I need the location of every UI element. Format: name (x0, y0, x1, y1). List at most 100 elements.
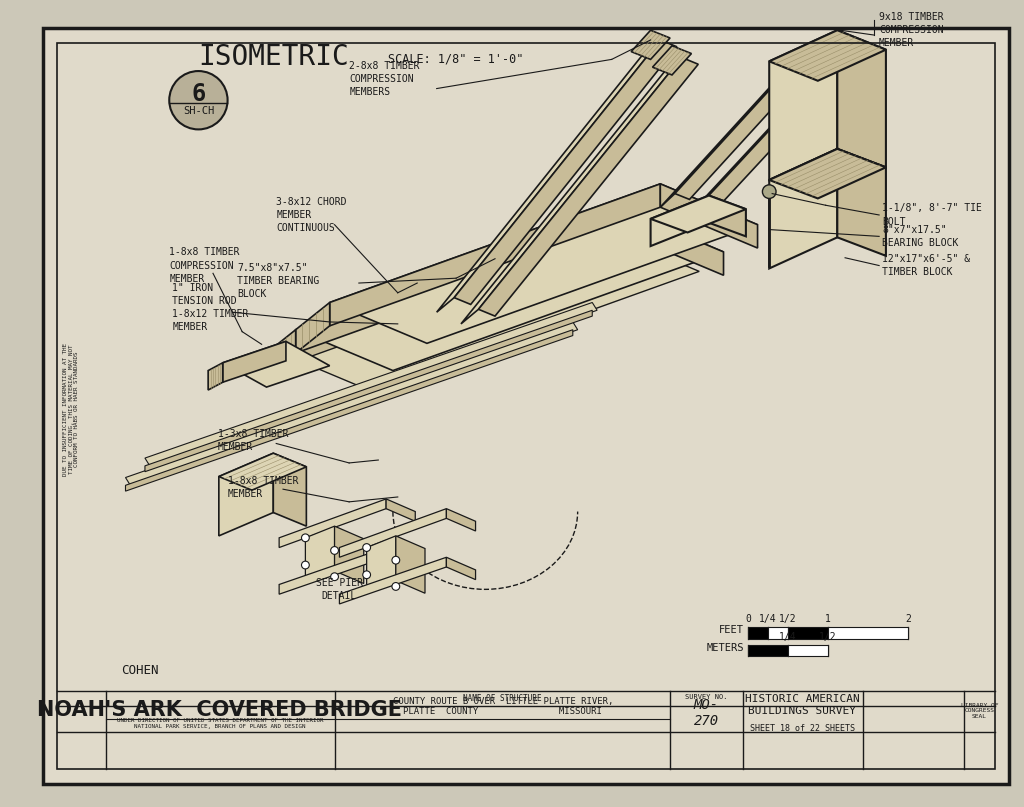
Bar (787, 627, 828, 639)
Text: 1: 1 (825, 614, 831, 625)
Polygon shape (273, 454, 306, 526)
Text: METERS: METERS (707, 642, 744, 653)
Polygon shape (709, 195, 745, 236)
Text: LIBRARY OF
CONGRESS
SEAL: LIBRARY OF CONGRESS SEAL (961, 703, 998, 719)
Text: 3-8x12 CHORD
MEMBER
CONTINUOUS: 3-8x12 CHORD MEMBER CONTINUOUS (276, 197, 347, 233)
Polygon shape (280, 499, 386, 547)
Polygon shape (339, 508, 446, 558)
Polygon shape (680, 90, 806, 224)
Polygon shape (296, 303, 330, 353)
Text: SCALE: 1/8" = 1'-0": SCALE: 1/8" = 1'-0" (388, 53, 523, 66)
Polygon shape (769, 148, 886, 199)
Text: 7.5"x8"x7.5"
TIMBER BEARING
BLOCK: 7.5"x8"x7.5" TIMBER BEARING BLOCK (238, 263, 319, 299)
Polygon shape (838, 30, 886, 167)
Text: COHEN: COHEN (121, 664, 158, 677)
Text: 1" IRON
TENSION ROD
1-8x12 TIMBER
MEMBER: 1" IRON TENSION ROD 1-8x12 TIMBER MEMBER (172, 282, 249, 332)
Circle shape (301, 534, 309, 541)
Polygon shape (280, 547, 386, 594)
Text: ISOMETRIC: ISOMETRIC (199, 44, 349, 72)
Polygon shape (330, 184, 660, 326)
Polygon shape (838, 148, 886, 256)
Polygon shape (223, 341, 330, 387)
Bar (768, 627, 787, 639)
Text: DUE TO INSUFFICIENT INFORMATION AT THE
TIME OF CODING, THIS MATERIAL MAY NOT
CON: DUE TO INSUFFICIENT INFORMATION AT THE T… (62, 343, 79, 476)
Polygon shape (219, 454, 306, 490)
Circle shape (169, 71, 227, 129)
Circle shape (763, 185, 776, 199)
Text: 0: 0 (744, 614, 751, 625)
Text: 1/4: 1/4 (759, 614, 776, 625)
Text: 12"x17"x6'-5" &
TIMBER BLOCK: 12"x17"x6'-5" & TIMBER BLOCK (882, 254, 970, 277)
Text: 1/4: 1/4 (779, 632, 797, 642)
Text: 1/2: 1/2 (779, 614, 797, 625)
Polygon shape (305, 526, 335, 583)
Text: SH-CH: SH-CH (183, 106, 214, 116)
Polygon shape (455, 40, 677, 304)
Text: 2: 2 (905, 614, 911, 625)
Polygon shape (126, 330, 572, 491)
Polygon shape (396, 536, 425, 593)
Polygon shape (223, 341, 286, 383)
Circle shape (392, 556, 399, 564)
Polygon shape (660, 71, 786, 207)
Polygon shape (650, 195, 745, 232)
Polygon shape (386, 547, 416, 570)
Polygon shape (631, 30, 670, 60)
Text: FEET: FEET (719, 625, 744, 635)
Polygon shape (271, 330, 296, 370)
Polygon shape (339, 558, 446, 604)
Polygon shape (330, 184, 758, 343)
Polygon shape (145, 310, 592, 472)
Polygon shape (367, 536, 396, 592)
Circle shape (392, 583, 399, 591)
Text: HISTORIC AMERICAN
BUILDINGS SURVEY: HISTORIC AMERICAN BUILDINGS SURVEY (744, 694, 860, 716)
Text: COUNTY ROUTE B OVER  LITTLE PLATTE RIVER,: COUNTY ROUTE B OVER LITTLE PLATTE RIVER, (392, 697, 613, 706)
Polygon shape (208, 363, 223, 390)
Text: NOAH'S ARK  COVERED BRIDGE: NOAH'S ARK COVERED BRIDGE (37, 700, 402, 720)
Circle shape (362, 544, 371, 551)
Text: SURVEY NO.: SURVEY NO. (685, 694, 727, 700)
Polygon shape (271, 231, 699, 390)
Bar (748, 645, 787, 656)
Polygon shape (446, 558, 475, 579)
Text: UNDER DIRECTION OF UNITED STATES DEPARTMENT OF THE INTERIOR
NATIONAL PARK SERVIC: UNDER DIRECTION OF UNITED STATES DEPARTM… (117, 718, 323, 729)
Bar (787, 645, 828, 656)
Polygon shape (126, 322, 578, 485)
Text: 1-8x8 TIMBER
MEMBER: 1-8x8 TIMBER MEMBER (227, 475, 298, 499)
Circle shape (331, 573, 339, 580)
Polygon shape (436, 40, 660, 312)
Text: MO-
270: MO- 270 (693, 698, 719, 728)
Polygon shape (660, 184, 758, 248)
Polygon shape (461, 57, 682, 324)
Bar (748, 627, 768, 639)
Polygon shape (145, 303, 597, 466)
Text: 9x18 TIMBER
COMPRESSION
MEMBER: 9x18 TIMBER COMPRESSION MEMBER (880, 12, 944, 48)
Circle shape (331, 546, 339, 554)
Polygon shape (694, 90, 821, 217)
Circle shape (362, 571, 371, 579)
Polygon shape (386, 499, 416, 521)
Text: 2-8x8 TIMBER
COMPRESSION
MEMBERS: 2-8x8 TIMBER COMPRESSION MEMBERS (349, 61, 420, 97)
Circle shape (301, 561, 309, 569)
Polygon shape (271, 231, 602, 370)
Polygon shape (219, 454, 273, 536)
Bar (828, 627, 908, 639)
Polygon shape (335, 526, 364, 583)
Text: PLATTE  COUNTY               MISSOURI: PLATTE COUNTY MISSOURI (403, 707, 602, 716)
Text: 1-8x8 TIMBER
COMPRESSION
MEMBER: 1-8x8 TIMBER COMPRESSION MEMBER (169, 247, 240, 284)
Text: 6: 6 (191, 82, 206, 107)
Text: SEE PIER
DETAIL: SEE PIER DETAIL (316, 578, 362, 601)
Text: 1-3x8 TIMBER
MEMBER: 1-3x8 TIMBER MEMBER (218, 429, 289, 452)
Polygon shape (296, 211, 627, 353)
Polygon shape (478, 57, 698, 316)
Polygon shape (769, 30, 886, 81)
Text: 1-1/8", 8'-7" TIE
BOLT: 1-1/8", 8'-7" TIE BOLT (882, 203, 982, 227)
Text: 1/2: 1/2 (819, 632, 837, 642)
Text: NAME OF STRUCTURE: NAME OF STRUCTURE (464, 694, 542, 704)
Polygon shape (446, 508, 475, 531)
Text: 8"x7"x17.5"
BEARING BLOCK: 8"x7"x17.5" BEARING BLOCK (882, 225, 958, 248)
Polygon shape (296, 211, 724, 370)
Polygon shape (769, 148, 838, 269)
Polygon shape (769, 30, 838, 180)
Polygon shape (652, 46, 691, 75)
